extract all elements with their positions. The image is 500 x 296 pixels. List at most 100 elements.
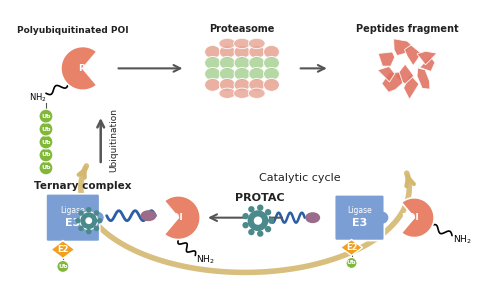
Text: Ub: Ub [58, 264, 68, 269]
Ellipse shape [204, 78, 220, 91]
Ellipse shape [220, 57, 236, 69]
Circle shape [39, 161, 53, 175]
Wedge shape [61, 46, 97, 90]
Circle shape [78, 226, 84, 231]
Circle shape [248, 206, 254, 213]
Text: Ub: Ub [41, 114, 50, 119]
FancyBboxPatch shape [334, 195, 384, 241]
Text: $\mathregular{NH_2}$: $\mathregular{NH_2}$ [196, 253, 215, 266]
Wedge shape [164, 196, 200, 239]
Text: E3: E3 [65, 218, 80, 228]
Circle shape [39, 148, 53, 162]
Text: POI: POI [166, 213, 183, 222]
Polygon shape [404, 45, 421, 66]
Text: E2: E2 [57, 245, 68, 254]
Ellipse shape [219, 88, 236, 99]
Polygon shape [51, 241, 75, 258]
Circle shape [86, 229, 92, 234]
Text: E2: E2 [346, 243, 358, 252]
Polygon shape [396, 64, 414, 84]
Circle shape [376, 212, 388, 224]
Text: POI: POI [402, 213, 419, 222]
Text: Ub: Ub [41, 139, 50, 144]
Polygon shape [340, 239, 362, 255]
Ellipse shape [220, 45, 236, 58]
Polygon shape [417, 51, 437, 65]
Ellipse shape [234, 57, 250, 69]
Circle shape [86, 207, 92, 213]
Circle shape [92, 212, 104, 224]
Circle shape [39, 109, 53, 123]
Circle shape [242, 222, 249, 228]
Text: Proteasome: Proteasome [210, 24, 274, 33]
Ellipse shape [204, 57, 220, 69]
Ellipse shape [248, 38, 265, 49]
Ellipse shape [204, 45, 220, 58]
Text: POI: POI [78, 64, 96, 73]
Ellipse shape [249, 45, 264, 58]
Ellipse shape [140, 210, 156, 221]
Circle shape [39, 135, 53, 149]
Text: Ligase: Ligase [60, 206, 85, 215]
Circle shape [254, 216, 262, 225]
Circle shape [265, 226, 271, 232]
Circle shape [78, 210, 84, 216]
Ellipse shape [234, 67, 250, 80]
Polygon shape [378, 52, 395, 66]
Polygon shape [417, 68, 430, 89]
Circle shape [97, 218, 102, 223]
Ellipse shape [220, 67, 236, 80]
Ellipse shape [219, 38, 236, 49]
Text: Ubiquitination: Ubiquitination [109, 108, 118, 172]
Ellipse shape [204, 67, 220, 80]
Circle shape [75, 218, 80, 223]
Ellipse shape [264, 67, 280, 80]
Ellipse shape [234, 88, 250, 99]
Circle shape [57, 260, 69, 272]
FancyBboxPatch shape [46, 194, 100, 242]
Polygon shape [420, 57, 435, 71]
Ellipse shape [234, 45, 250, 58]
Ellipse shape [249, 57, 264, 69]
Text: Ternary complex: Ternary complex [34, 181, 132, 191]
Circle shape [247, 210, 269, 231]
Text: Polyubiquitinated POI: Polyubiquitinated POI [17, 26, 128, 35]
Ellipse shape [264, 45, 280, 58]
Circle shape [265, 209, 271, 215]
Text: Ub: Ub [347, 260, 356, 266]
Circle shape [80, 212, 98, 230]
Text: Catalytic cycle: Catalytic cycle [259, 173, 340, 183]
Ellipse shape [249, 78, 264, 91]
Circle shape [39, 122, 53, 136]
Text: Ub: Ub [41, 152, 50, 157]
Text: PROTAC: PROTAC [235, 193, 285, 203]
Polygon shape [378, 66, 395, 82]
Text: Ub: Ub [41, 127, 50, 132]
Circle shape [257, 231, 264, 237]
Polygon shape [382, 72, 403, 92]
Text: $\mathregular{NH_2}$: $\mathregular{NH_2}$ [453, 233, 472, 246]
Ellipse shape [264, 78, 280, 91]
Circle shape [94, 226, 100, 231]
Ellipse shape [220, 78, 236, 91]
Circle shape [242, 213, 249, 219]
Text: Peptides fragment: Peptides fragment [356, 24, 458, 33]
Ellipse shape [305, 212, 320, 223]
Text: Ub: Ub [41, 165, 50, 170]
Circle shape [86, 217, 92, 224]
Ellipse shape [234, 38, 250, 49]
Text: Ligase: Ligase [347, 206, 372, 215]
Ellipse shape [234, 78, 250, 91]
Circle shape [268, 218, 274, 224]
Ellipse shape [264, 57, 280, 69]
Ellipse shape [249, 67, 264, 80]
Circle shape [346, 258, 357, 268]
Ellipse shape [248, 88, 265, 99]
Polygon shape [404, 74, 419, 99]
Circle shape [257, 205, 264, 211]
Polygon shape [394, 39, 412, 56]
Circle shape [94, 210, 100, 216]
Wedge shape [402, 198, 434, 238]
Circle shape [248, 229, 254, 235]
Text: $\mathregular{NH_2}$: $\mathregular{NH_2}$ [29, 92, 47, 104]
